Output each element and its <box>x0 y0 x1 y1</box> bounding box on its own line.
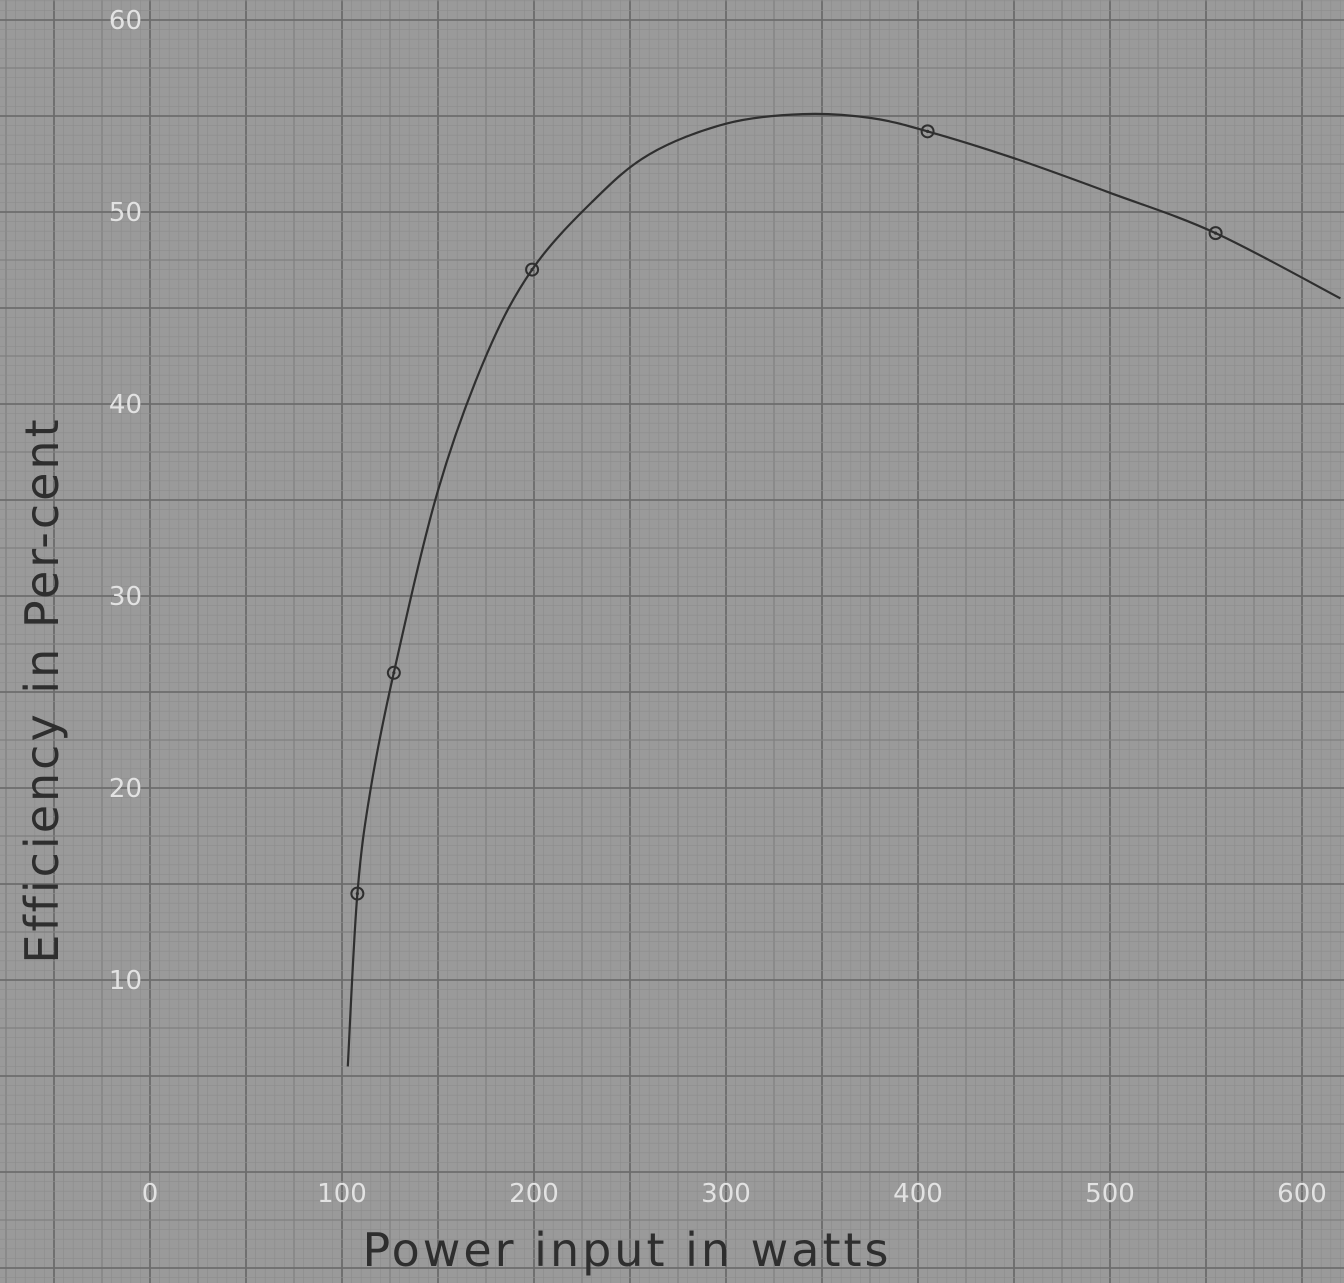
data-point <box>525 262 540 277</box>
x-tick-label: 300 <box>701 1179 751 1209</box>
data-point-center <box>926 129 930 133</box>
y-tick-label: 20 <box>109 774 142 804</box>
x-axis-title: Power input in watts <box>362 1223 891 1277</box>
data-point <box>350 886 365 901</box>
y-tick-label: 50 <box>109 198 142 228</box>
data-point-center <box>392 671 396 675</box>
x-tick-label: 200 <box>509 1179 559 1209</box>
y-tick-label: 30 <box>109 582 142 612</box>
data-point <box>920 124 935 139</box>
x-tick-label: 400 <box>893 1179 943 1209</box>
y-axis-title: Efficiency in Per-cent <box>15 416 69 963</box>
efficiency-curve <box>346 112 1341 1067</box>
x-tick-label: 600 <box>1277 1179 1327 1209</box>
efficiency-curve-group <box>346 112 1341 1067</box>
x-tick-label: 100 <box>317 1179 367 1209</box>
x-tick-label: 500 <box>1085 1179 1135 1209</box>
data-point <box>1208 226 1223 241</box>
data-point-center <box>1214 231 1218 235</box>
y-tick-label: 60 <box>109 6 142 36</box>
data-points <box>350 124 1223 901</box>
y-tick-label: 40 <box>109 390 142 420</box>
data-point-center <box>530 268 534 272</box>
y-tick-label: 10 <box>109 966 142 996</box>
data-point <box>386 665 401 680</box>
tick-labels: 0 100 200 300 400 500 600 10 20 30 40 50 60 <box>109 6 1327 1209</box>
x-tick-label: 0 <box>142 1179 159 1209</box>
data-point-center <box>355 892 359 896</box>
